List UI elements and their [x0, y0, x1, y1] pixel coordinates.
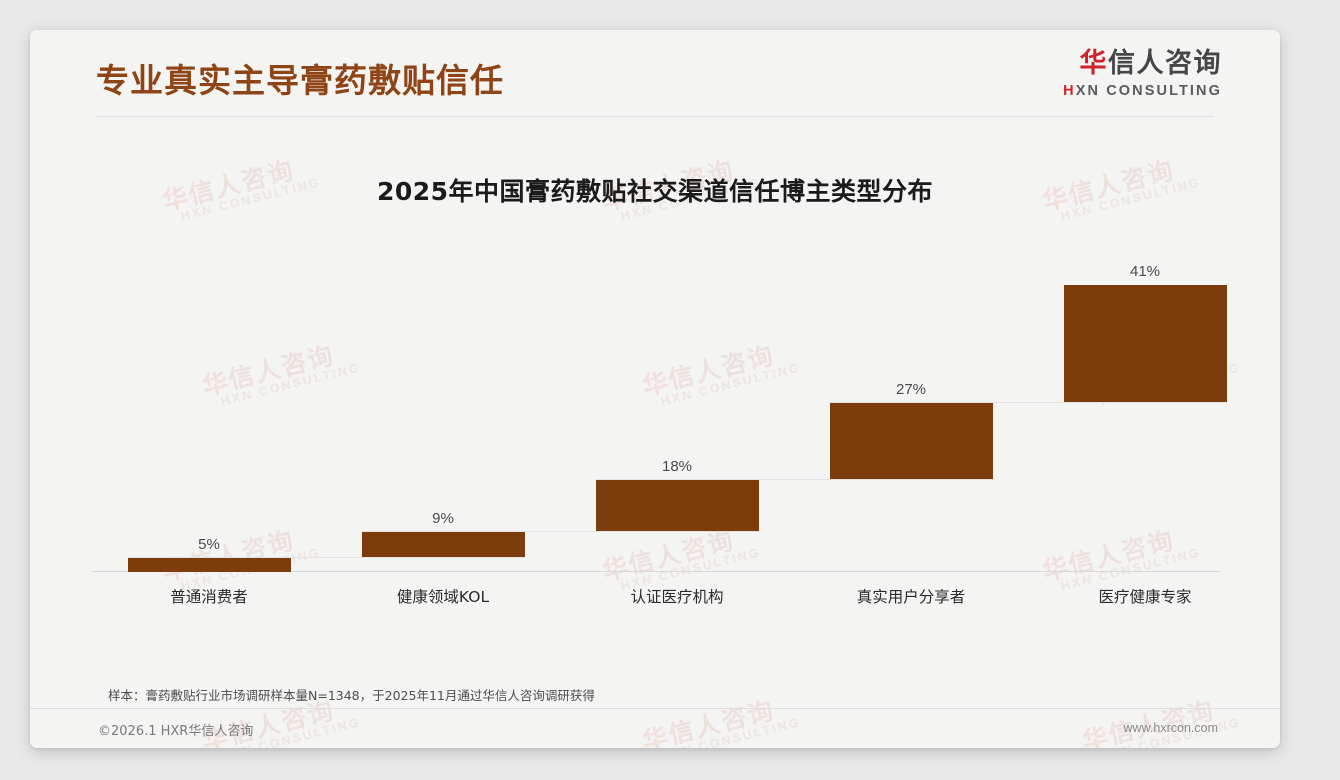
footer-copyright: ©2026.1 HXR华信人咨询 — [98, 724, 254, 739]
logo-chinese-text: 华信人咨询 — [1063, 48, 1222, 80]
logo-cn-highlight: 华 — [1079, 48, 1108, 79]
company-logo: 华信人咨询 HXN CONSULTING — [1063, 48, 1222, 99]
logo-en-highlight: H — [1063, 83, 1076, 100]
bar-value-label: 5% — [198, 535, 220, 553]
waterfall-connector — [362, 530, 759, 532]
x-axis-label-5: 医疗健康专家 — [1098, 588, 1192, 606]
waterfall-connector — [128, 556, 525, 558]
bar-column: 5% 普通消费者 — [92, 235, 326, 640]
x-axis-line — [92, 571, 1220, 572]
chart-footnote: 样本：膏药敷贴行业市场调研样本量N=1348，于2025年11月通过华信人咨询调… — [108, 688, 595, 703]
x-axis-label-1: 普通消费者 — [170, 588, 248, 606]
bar-3[interactable] — [596, 480, 759, 532]
bar-value-label: 27% — [895, 380, 927, 398]
logo-english-text: HXN CONSULTING — [1063, 83, 1222, 99]
slide-footer: ©2026.1 HXR华信人咨询 www.hxrcon.com — [30, 708, 1280, 748]
bar-value-label: 18% — [661, 458, 693, 476]
bar-2[interactable] — [362, 531, 525, 558]
bar-5[interactable] — [1064, 285, 1227, 403]
logo-en-rest: XN CONSULTING — [1075, 83, 1222, 100]
bar-4[interactable] — [830, 402, 993, 481]
footer-website: www.hxrcon.com — [1123, 721, 1218, 735]
x-axis-label-4: 真实用户分享者 — [856, 588, 966, 606]
bar-column: 9% 健康领域KOL — [326, 235, 560, 640]
bar-column: 18% 认证医疗机构 — [560, 235, 794, 640]
footer-divider — [30, 708, 1280, 709]
bar-value-label: 9% — [432, 509, 454, 527]
bar-1[interactable] — [128, 557, 291, 572]
bar-column: 27% 真实用户分享者 — [794, 235, 1028, 640]
slide: 华信人咨询 HXN CONSULTING 华信人咨询 HXN CONSULTING 华信… — [30, 30, 1280, 748]
waterfall-chart: 5% 普通消费者 9% 健康领域KOL 18% 认证医疗机构 27% 真实用户分享者 41% 医疗… — [70, 235, 1240, 640]
chart-title: 2025年中国膏药敷贴社交渠道信任博主类型分布 — [376, 177, 934, 206]
x-axis-label-3: 认证医疗机构 — [630, 588, 724, 606]
header-divider — [96, 116, 1214, 117]
waterfall-connector — [830, 401, 1227, 403]
bar-column: 41% 医疗健康专家 — [1028, 235, 1262, 640]
waterfall-connector — [596, 479, 993, 481]
slide-header: 专业真实主导膏药敷贴信任 华信人咨询 HXN CONSULTING — [30, 30, 1280, 122]
logo-cn-rest: 信人咨询 — [1108, 48, 1222, 79]
page-title: 专业真实主导膏药敷贴信任 — [96, 61, 504, 100]
x-axis-label-2: 健康领域KOL — [396, 588, 490, 606]
bar-value-label: 41% — [1129, 263, 1161, 280]
